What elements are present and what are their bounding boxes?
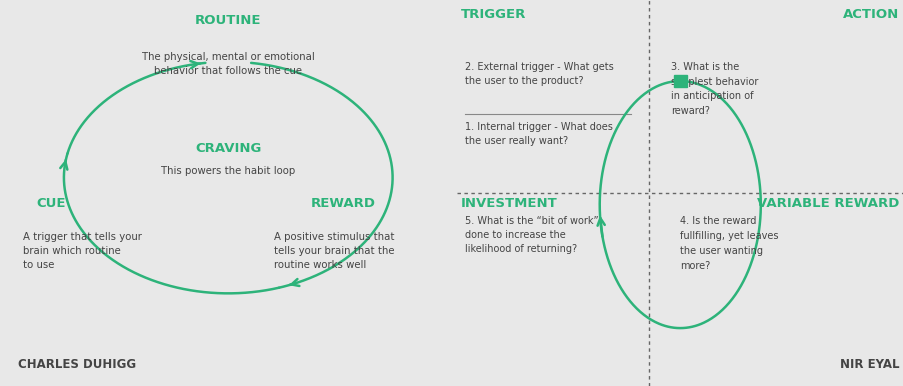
Text: 3. What is the
simplest behavior
in anticipation of
reward?: 3. What is the simplest behavior in anti… <box>671 62 758 116</box>
Text: INVESTMENT: INVESTMENT <box>461 197 557 210</box>
Text: 4. Is the reward
fullfilling, yet leaves
the user wanting
more?: 4. Is the reward fullfilling, yet leaves… <box>679 216 777 271</box>
Text: REWARD: REWARD <box>310 197 375 210</box>
Text: CUE: CUE <box>36 197 66 210</box>
Text: 2. External trigger - What gets
the user to the product?: 2. External trigger - What gets the user… <box>465 62 613 86</box>
Text: VARIABLE REWARD: VARIABLE REWARD <box>757 197 898 210</box>
Text: NIR EYAL: NIR EYAL <box>839 357 898 371</box>
Text: This powers the habit loop: This powers the habit loop <box>161 166 295 176</box>
Text: 5. What is the “bit of work”
done to increase the
likelihood of returning?: 5. What is the “bit of work” done to inc… <box>465 216 599 254</box>
Text: CHARLES DUHIGG: CHARLES DUHIGG <box>18 357 136 371</box>
Text: CRAVING: CRAVING <box>195 142 261 155</box>
Text: TRIGGER: TRIGGER <box>461 8 526 21</box>
Text: A positive stimulus that
tells your brain that the
routine works well: A positive stimulus that tells your brai… <box>274 232 394 269</box>
Text: The physical, mental or emotional
behavior that follows the cue: The physical, mental or emotional behavi… <box>142 52 314 76</box>
Text: 1. Internal trigger - What does
the user really want?: 1. Internal trigger - What does the user… <box>465 122 612 146</box>
Bar <box>673 75 686 87</box>
Text: A trigger that tells your
brain which routine
to use: A trigger that tells your brain which ro… <box>23 232 142 269</box>
Text: ACTION: ACTION <box>842 8 898 21</box>
Text: ROUTINE: ROUTINE <box>195 14 261 27</box>
